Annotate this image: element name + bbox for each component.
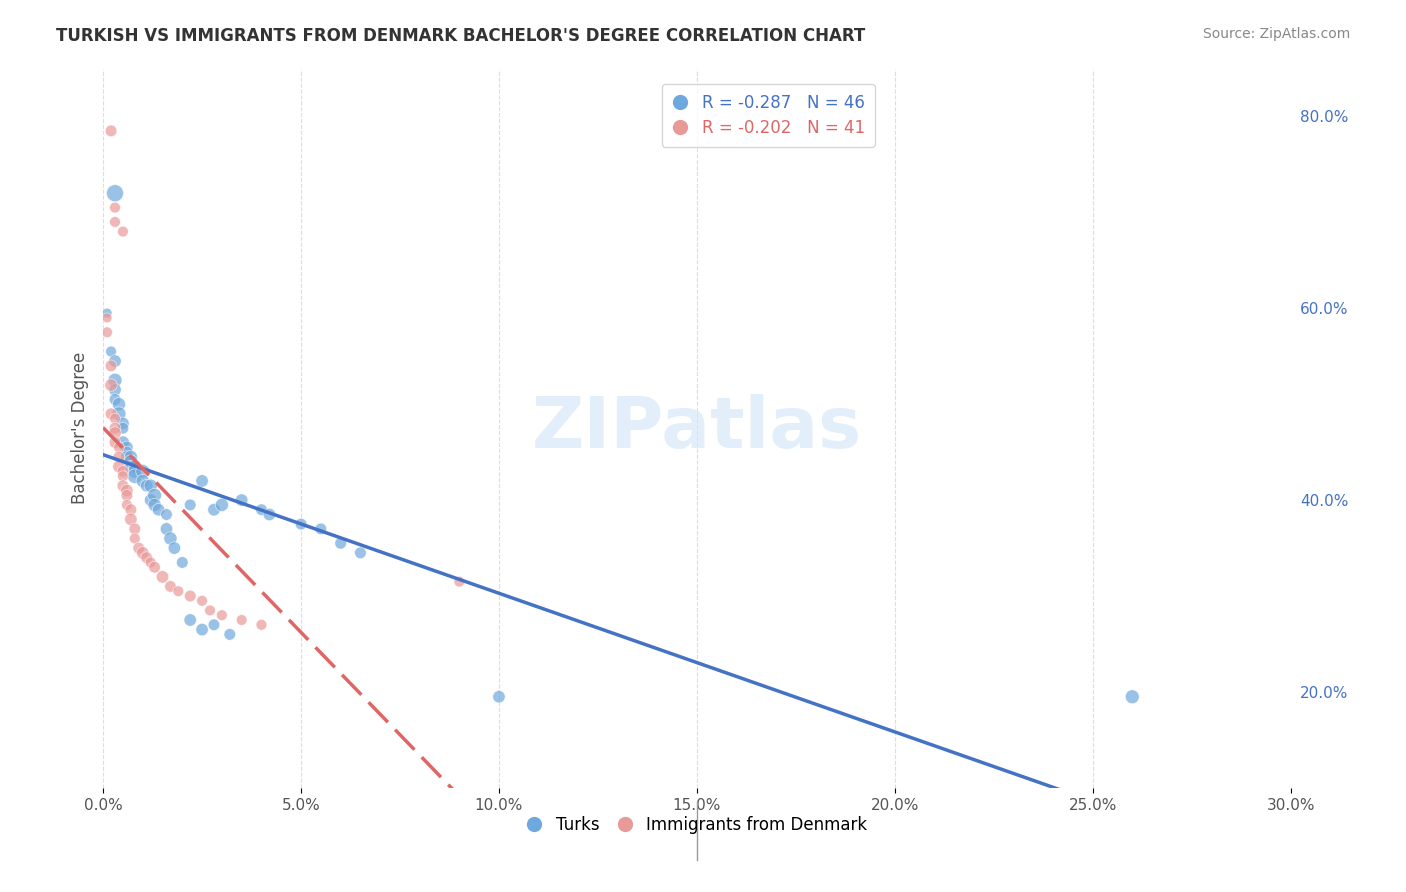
Point: [111, 469, 134, 483]
Point: [124, 464, 146, 478]
Point: [108, 450, 131, 464]
Point: [100, 344, 122, 359]
Point: [104, 425, 127, 440]
Text: Source: ZipAtlas.com: Source: ZipAtlas.com: [1202, 27, 1350, 41]
Point: [111, 417, 134, 431]
Point: [449, 574, 471, 589]
Point: [96, 325, 118, 339]
Text: TURKISH VS IMMIGRANTS FROM DENMARK BACHELOR'S DEGREE CORRELATION CHART: TURKISH VS IMMIGRANTS FROM DENMARK BACHE…: [56, 27, 866, 45]
Point: [128, 541, 150, 555]
Point: [309, 522, 332, 536]
Point: [120, 455, 142, 469]
Point: [96, 306, 118, 320]
Point: [100, 407, 122, 421]
Point: [139, 493, 162, 508]
Point: [96, 310, 118, 325]
Text: ZIPatlas: ZIPatlas: [531, 393, 862, 463]
Point: [108, 397, 131, 411]
Point: [163, 541, 186, 555]
Point: [202, 617, 225, 632]
Point: [132, 474, 155, 488]
Point: [191, 623, 214, 637]
Point: [155, 508, 177, 522]
Point: [290, 517, 312, 532]
Point: [111, 479, 134, 493]
Point: [104, 435, 127, 450]
Point: [329, 536, 352, 550]
Point: [159, 579, 181, 593]
Point: [124, 459, 146, 474]
Point: [108, 459, 131, 474]
Point: [191, 474, 214, 488]
Point: [218, 627, 240, 641]
Point: [198, 603, 221, 617]
Point: [111, 435, 134, 450]
Point: [172, 556, 194, 570]
Point: [120, 450, 142, 464]
Point: [111, 421, 134, 435]
Point: [250, 617, 273, 632]
Point: [104, 186, 127, 201]
Point: [120, 502, 142, 516]
Point: [115, 445, 138, 459]
Point: [159, 532, 181, 546]
Point: [139, 556, 162, 570]
Point: [104, 411, 127, 425]
Point: [132, 546, 155, 560]
Point: [167, 584, 190, 599]
Point: [115, 483, 138, 498]
Point: [104, 201, 127, 215]
Point: [104, 383, 127, 397]
Point: [143, 560, 166, 574]
Point: [120, 512, 142, 526]
Point: [250, 502, 273, 516]
Point: [115, 488, 138, 502]
Point: [139, 479, 162, 493]
Point: [100, 378, 122, 392]
Point: [202, 502, 225, 516]
Point: [124, 469, 146, 483]
Point: [132, 464, 155, 478]
Point: [104, 392, 127, 407]
Point: [179, 613, 201, 627]
Point: [108, 407, 131, 421]
Point: [111, 225, 134, 239]
Point: [148, 502, 170, 516]
Point: [111, 464, 134, 478]
Point: [124, 522, 146, 536]
Point: [104, 354, 127, 368]
Point: [100, 359, 122, 373]
Point: [120, 459, 142, 474]
Point: [108, 441, 131, 455]
Legend: Turks, Immigrants from Denmark: Turks, Immigrants from Denmark: [516, 806, 877, 844]
Point: [259, 508, 281, 522]
Point: [115, 498, 138, 512]
Point: [135, 550, 157, 565]
Point: [104, 421, 127, 435]
Point: [143, 498, 166, 512]
Point: [135, 479, 157, 493]
Point: [179, 498, 201, 512]
Point: [231, 613, 253, 627]
Point: [104, 373, 127, 387]
Point: [115, 450, 138, 464]
Point: [115, 441, 138, 455]
Point: [1121, 690, 1143, 704]
Point: [104, 215, 127, 229]
Point: [488, 690, 510, 704]
Point: [349, 546, 371, 560]
Point: [191, 594, 214, 608]
Point: [155, 522, 177, 536]
Point: [179, 589, 201, 603]
Point: [211, 498, 233, 512]
Point: [143, 488, 166, 502]
Point: [124, 532, 146, 546]
Y-axis label: Bachelor's Degree: Bachelor's Degree: [72, 352, 89, 504]
Point: [100, 124, 122, 138]
Point: [231, 493, 253, 508]
Point: [152, 570, 174, 584]
Point: [211, 608, 233, 623]
